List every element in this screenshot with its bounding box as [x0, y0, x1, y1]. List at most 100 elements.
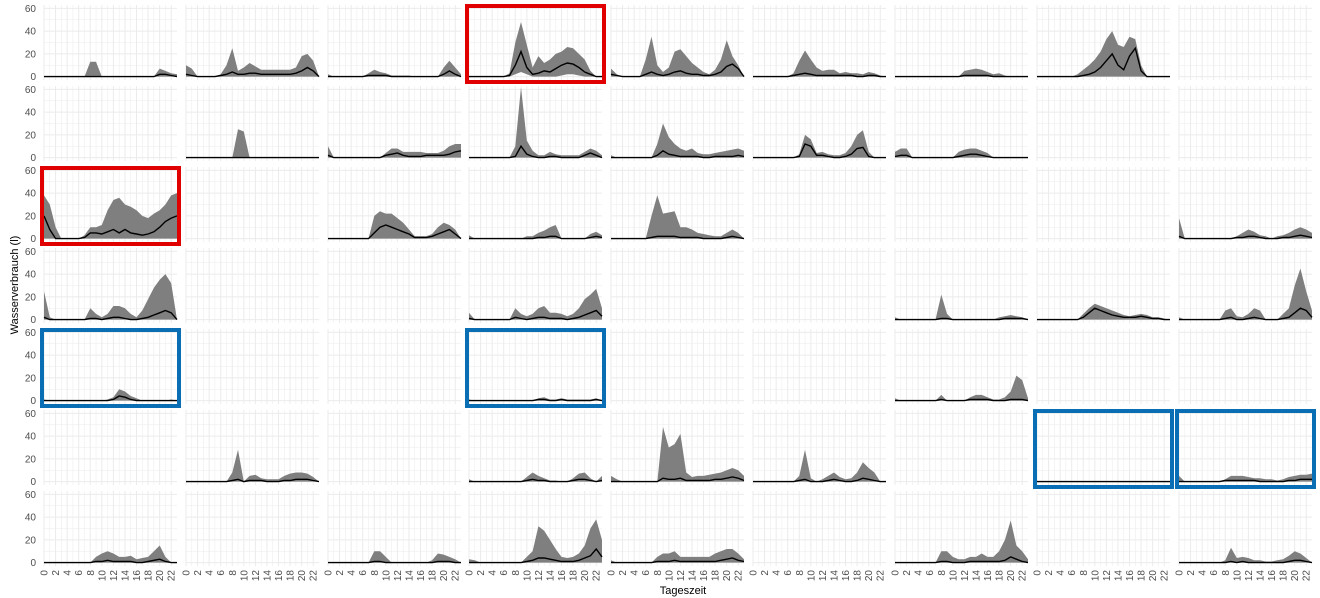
facet-panel	[894, 5, 1028, 80]
x-tick-label: 18	[144, 570, 155, 582]
facet-panel	[468, 329, 603, 404]
y-tick-label: 60	[25, 409, 37, 420]
x-tick-label: 16	[132, 570, 143, 582]
x-tick-label: 22	[592, 570, 603, 582]
facet-panel	[752, 248, 886, 323]
range-band	[753, 130, 886, 158]
x-tick-label: 14	[404, 570, 415, 582]
x-tick-label: 6	[641, 570, 652, 576]
range-band	[328, 144, 461, 158]
range-band	[611, 427, 744, 482]
x-tick-label: 18	[569, 570, 580, 582]
x-tick-label: 0	[182, 570, 193, 576]
median-line	[1037, 307, 1170, 321]
range-band	[611, 123, 744, 158]
facet-panel	[468, 491, 603, 566]
y-tick-label: 0	[30, 153, 36, 164]
x-tick-label: 22	[876, 570, 887, 582]
x-tick-label: 6	[358, 570, 369, 576]
facet-panel	[610, 329, 744, 404]
x-tick-label: 0	[1175, 570, 1186, 576]
x-tick-label: 16	[1267, 570, 1278, 582]
x-tick-label: 12	[251, 570, 262, 582]
x-tick-label: 2	[1044, 570, 1055, 576]
y-tick-label: 40	[25, 351, 37, 362]
median-line	[469, 49, 602, 78]
blue-highlight-box	[1033, 409, 1174, 489]
x-tick-label: 18	[711, 570, 722, 582]
x-tick-label: 10	[1232, 570, 1243, 582]
x-tick-label: 20	[155, 570, 166, 582]
x-tick-label: 14	[545, 570, 556, 582]
red-highlight-box	[40, 166, 181, 246]
y-tick-labels: 0 20 40 60 0 20 40 60 0 20 40 60 0 20 40 60 0 20 40 60 0 20 40…	[25, 4, 37, 569]
x-tick-label: 10	[806, 570, 817, 582]
x-tick-label: 12	[109, 570, 120, 582]
x-tick-label: 16	[416, 570, 427, 582]
median-line	[1179, 478, 1312, 483]
range-band	[1179, 473, 1312, 482]
range-band	[44, 193, 177, 239]
median-line	[611, 476, 745, 483]
highlight-boxes	[40, 4, 1316, 489]
median-line	[44, 395, 177, 402]
x-tick-label: 20	[864, 570, 875, 582]
x-tick-label: 22	[167, 570, 178, 582]
median-line	[611, 557, 745, 564]
median-line	[469, 144, 603, 159]
y-tick-label: 0	[30, 477, 36, 488]
range-band	[469, 472, 602, 482]
y-tick-label: 60	[25, 490, 37, 501]
range-band	[753, 449, 886, 482]
y-tick-label: 60	[25, 4, 37, 15]
range-band	[469, 87, 602, 158]
x-tick-label: 0	[1033, 570, 1044, 576]
median-line	[894, 153, 1028, 159]
range-band	[469, 22, 602, 77]
range-band	[44, 545, 177, 563]
x-tick-label: 12	[534, 570, 545, 582]
y-tick-label: 40	[25, 189, 37, 200]
facet-panel	[327, 491, 461, 566]
facet-panel	[894, 86, 1028, 161]
range-band	[469, 397, 602, 401]
x-tick-label: 22	[734, 570, 745, 582]
x-tick-label: 18	[1279, 570, 1290, 582]
range-band	[186, 48, 319, 77]
median-line	[328, 70, 462, 78]
median-line	[469, 547, 603, 564]
range-band	[895, 294, 1028, 320]
x-tick-label: 8	[86, 570, 97, 576]
facet-panel	[894, 167, 1028, 242]
median-line	[1037, 46, 1170, 78]
range-band	[469, 519, 602, 563]
facet-panel	[43, 5, 178, 80]
x-tick-label: 10	[664, 570, 675, 582]
x-tick-label: 12	[1244, 570, 1255, 582]
x-tick-label: 14	[262, 570, 273, 582]
range-band	[1037, 31, 1170, 77]
x-tick-label: 4	[1056, 570, 1067, 576]
facet-panel	[1036, 86, 1170, 161]
median-line	[753, 477, 886, 483]
x-tick-label: 4	[205, 570, 216, 576]
facet-panel	[185, 5, 320, 80]
range-band	[44, 61, 177, 77]
median-line	[43, 215, 178, 240]
x-tick-label: 6	[74, 570, 85, 576]
x-tick-label: 6	[499, 570, 510, 576]
facet-panel	[327, 5, 462, 80]
median-line	[328, 560, 461, 564]
x-tick-label: 6	[216, 570, 227, 576]
y-tick-label: 20	[25, 130, 37, 141]
facet-panel	[43, 86, 177, 161]
x-tick-label: 14	[1255, 570, 1266, 582]
facet-panel	[327, 86, 462, 161]
facet-panel	[185, 86, 319, 161]
y-tick-label: 20	[25, 454, 37, 465]
median-line	[610, 63, 745, 78]
median-line	[895, 317, 1029, 321]
y-tick-label: 60	[25, 166, 37, 177]
facet-panel	[1178, 410, 1312, 485]
facet-panel	[1178, 329, 1312, 404]
